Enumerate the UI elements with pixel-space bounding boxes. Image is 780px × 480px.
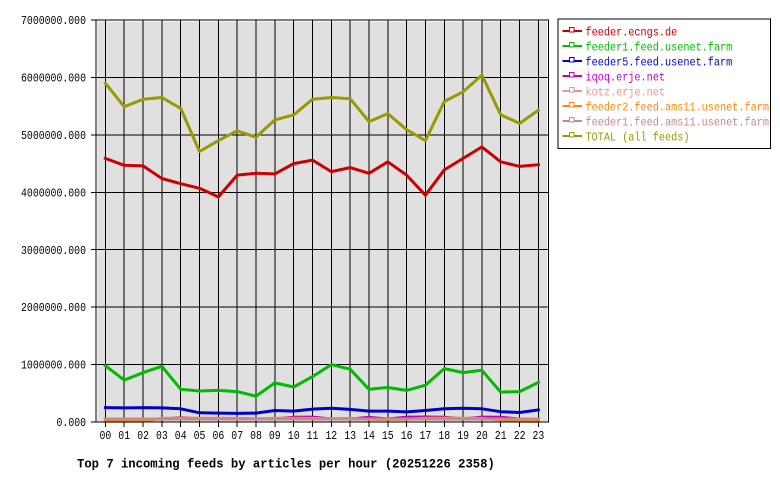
svg-text:4000000.000: 4000000.000: [21, 188, 86, 201]
svg-text:7000000.000: 7000000.000: [21, 15, 86, 28]
svg-text:TOTAL (all feeds): TOTAL (all feeds): [586, 132, 690, 145]
svg-text:08: 08: [250, 430, 262, 443]
svg-text:iqoq.erje.net: iqoq.erje.net: [586, 72, 665, 85]
svg-text:03: 03: [156, 430, 168, 443]
svg-text:14: 14: [363, 430, 375, 443]
svg-text:20: 20: [476, 430, 488, 443]
svg-text:02: 02: [137, 430, 149, 443]
svg-text:23: 23: [533, 430, 545, 443]
svg-text:13: 13: [344, 430, 356, 443]
svg-text:12: 12: [325, 430, 337, 443]
svg-text:6000000.000: 6000000.000: [21, 73, 86, 86]
svg-text:17: 17: [420, 430, 432, 443]
svg-text:11: 11: [307, 430, 319, 443]
svg-text:0.000: 0.000: [57, 417, 87, 430]
svg-text:19: 19: [457, 430, 469, 443]
svg-text:feeder2.feed.ams11.usenet.farm: feeder2.feed.ams11.usenet.farm: [586, 102, 770, 115]
svg-text:5000000.000: 5000000.000: [21, 130, 86, 143]
svg-text:feeder5.feed.usenet.farm: feeder5.feed.usenet.farm: [586, 57, 733, 70]
svg-text:feeder1.feed.usenet.farm: feeder1.feed.usenet.farm: [586, 42, 733, 55]
svg-text:01: 01: [118, 430, 130, 443]
svg-text:04: 04: [175, 430, 187, 443]
svg-text:21: 21: [495, 430, 507, 443]
svg-text:kotz.erje.net: kotz.erje.net: [586, 87, 665, 100]
svg-text:feeder.ecngs.de: feeder.ecngs.de: [586, 27, 678, 40]
svg-text:3000000.000: 3000000.000: [21, 245, 86, 258]
svg-text:09: 09: [269, 430, 281, 443]
svg-text:06: 06: [213, 430, 225, 443]
svg-text:10: 10: [288, 430, 300, 443]
svg-text:1000000.000: 1000000.000: [21, 360, 86, 373]
svg-text:05: 05: [194, 430, 206, 443]
svg-text:18: 18: [438, 430, 450, 443]
svg-text:22: 22: [514, 430, 526, 443]
svg-text:07: 07: [231, 430, 243, 443]
svg-text:Top 7 incoming feeds by articl: Top 7 incoming feeds by articles per hou…: [77, 457, 495, 471]
svg-text:15: 15: [382, 430, 394, 443]
svg-text:16: 16: [401, 430, 413, 443]
svg-text:00: 00: [100, 430, 112, 443]
svg-text:2000000.000: 2000000.000: [21, 302, 86, 315]
svg-text:feeder1.feed.ams11.usenet.farm: feeder1.feed.ams11.usenet.farm: [586, 117, 770, 130]
